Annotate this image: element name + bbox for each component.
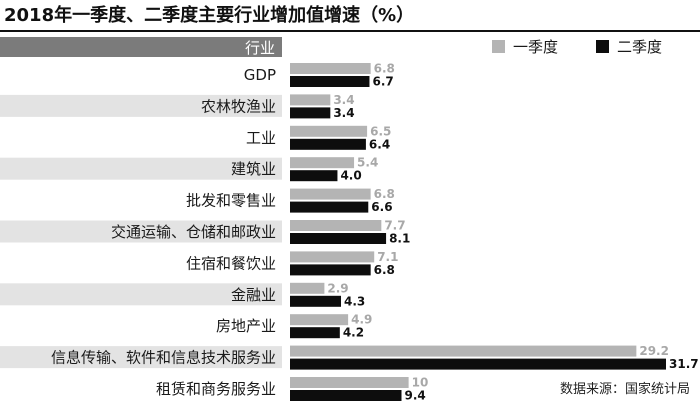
data-label-q2: 8.1 xyxy=(389,232,410,246)
bar-q1 xyxy=(290,94,331,106)
category-row-band xyxy=(0,283,282,306)
data-label-q1: 2.9 xyxy=(327,281,348,295)
data-label-q2: 4.2 xyxy=(343,326,364,340)
bar-q1 xyxy=(290,125,368,137)
data-label-q1: 3.4 xyxy=(333,93,354,107)
category-rows: GDP 农林牧渔业工业建筑业批发和零售业交通运输、仓储和邮政业住宿和餐饮业金融业房… xyxy=(0,66,282,398)
data-label-q2: 31.7 xyxy=(669,357,699,371)
category-row-band xyxy=(0,157,282,180)
data-label-q1: 5.4 xyxy=(357,156,378,170)
data-label-q1: 7.1 xyxy=(377,250,398,264)
data-label-q1: 6.8 xyxy=(374,62,395,76)
bar-q1 xyxy=(290,63,371,74)
category-row-band xyxy=(0,220,282,243)
data-label-q1: 7.7 xyxy=(384,219,405,233)
bar-q2 xyxy=(290,327,340,339)
category-label: 农林牧渔业 xyxy=(201,97,276,115)
category-header: 行业 xyxy=(245,39,275,57)
bar-q1 xyxy=(290,220,382,231)
data-label-q1: 6.5 xyxy=(370,124,391,138)
legend-swatch xyxy=(492,40,505,53)
category-label: 交通运输、仓储和邮政业 xyxy=(111,223,276,241)
category-label: GDP xyxy=(244,66,276,84)
bar-q2 xyxy=(290,358,666,370)
bar-q2 xyxy=(290,390,402,401)
legend-swatch xyxy=(596,40,609,53)
source-note: 数据来源：国家统计局 xyxy=(560,381,690,397)
title-underline xyxy=(0,30,700,32)
data-label-q1: 4.9 xyxy=(351,313,372,327)
bar-q1 xyxy=(290,314,349,326)
bar-q1 xyxy=(290,282,325,294)
bar-marks: 6.86.73.43.46.56.45.44.06.86.67.78.17.16… xyxy=(290,62,699,403)
bar-q2 xyxy=(290,107,331,119)
category-label: 工业 xyxy=(246,129,276,147)
data-label-q2: 6.8 xyxy=(374,263,395,277)
bar-q2 xyxy=(290,76,370,87)
bar-q2 xyxy=(290,138,366,150)
bar-q2 xyxy=(290,295,342,307)
bar-q1 xyxy=(290,157,355,169)
bar-q2 xyxy=(290,201,369,213)
bar-q1 xyxy=(290,377,409,388)
header-band xyxy=(0,37,282,57)
category-label: 金融业 xyxy=(231,286,276,304)
category-label: 批发和零售业 xyxy=(186,192,276,210)
category-label: 房地产业 xyxy=(216,317,276,335)
data-label-q2: 4.0 xyxy=(340,169,361,183)
category-row-band xyxy=(0,346,282,369)
data-label-q2: 4.3 xyxy=(344,294,365,308)
category-label: 住宿和餐饮业 xyxy=(186,254,276,272)
data-label-q2: 3.4 xyxy=(333,106,354,120)
bar-q1 xyxy=(290,345,637,357)
bar-q2 xyxy=(290,170,338,182)
bar-q1 xyxy=(290,251,375,263)
data-label-q1: 6.8 xyxy=(374,187,395,201)
bar-q2 xyxy=(290,264,371,276)
category-label: 信息传输、软件和信息技术服务业 xyxy=(51,349,276,367)
data-label-q2: 9.4 xyxy=(404,389,425,403)
data-label-q2: 6.6 xyxy=(371,200,392,214)
category-label: 建筑业 xyxy=(231,160,276,178)
category-row-band xyxy=(0,94,282,117)
legend-label: 二季度 xyxy=(617,38,662,56)
category-label: 租赁和商务服务业 xyxy=(156,380,276,398)
data-label-q1: 10 xyxy=(412,376,429,390)
data-label-q2: 6.7 xyxy=(372,75,393,89)
data-label-q1: 29.2 xyxy=(639,344,669,358)
legend-label: 一季度 xyxy=(513,38,558,56)
data-label-q2: 6.4 xyxy=(369,137,390,151)
chart-title: 2018年一季度、二季度主要行业增加值增速（%） xyxy=(4,4,414,26)
legend: 一季度 二季度 xyxy=(492,38,662,56)
bar-q1 xyxy=(290,188,371,200)
bar-q2 xyxy=(290,233,387,244)
